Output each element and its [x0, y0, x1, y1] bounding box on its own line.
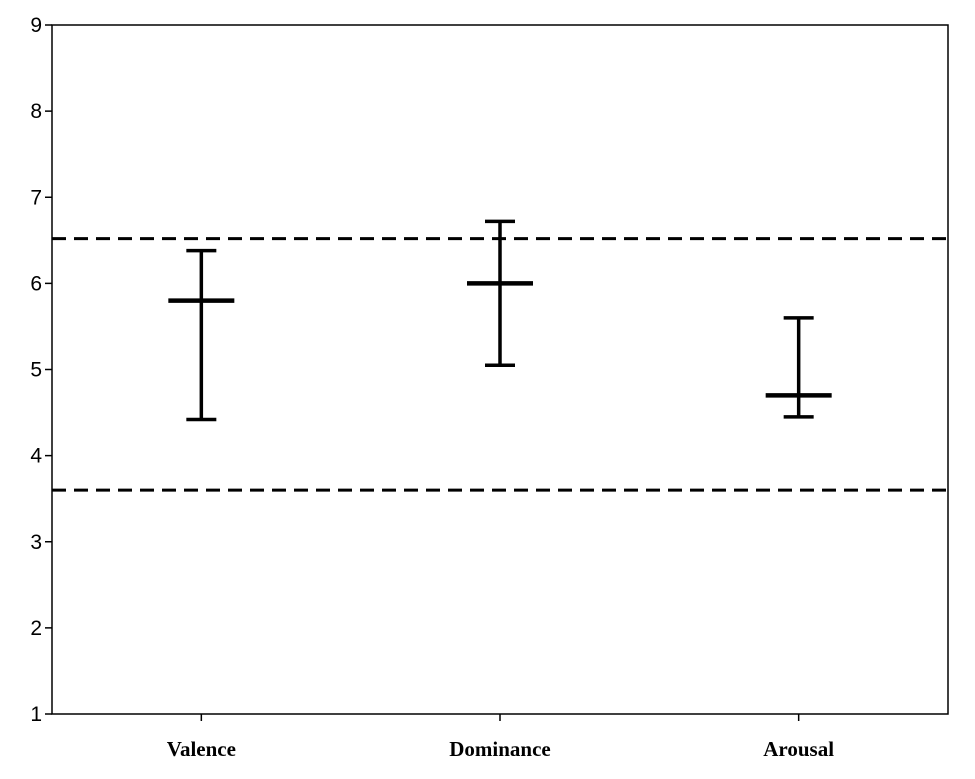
error-bars [168, 219, 832, 422]
error-bar [467, 219, 533, 367]
x-tick-label: Dominance [449, 737, 551, 761]
y-tick-label: 3 [30, 531, 42, 554]
error-bar [765, 316, 832, 419]
y-tick-label: 6 [30, 272, 42, 295]
y-tick-label: 8 [30, 100, 42, 123]
x-tick-label: Arousal [763, 737, 834, 761]
y-tick-label: 4 [30, 445, 42, 468]
y-tick-label: 7 [30, 186, 42, 209]
y-tick-label: 2 [30, 617, 42, 640]
y-tick-label: 1 [30, 703, 42, 726]
y-tick-label: 5 [30, 359, 42, 382]
y-axis: 1 2 3 4 5 6 7 8 9 [30, 14, 52, 726]
x-tick-label: Valence [167, 737, 236, 761]
plot-frame [51, 24, 949, 715]
x-axis: Valence Dominance Arousal [167, 714, 834, 761]
error-bar [168, 248, 235, 422]
y-tick-label: 9 [30, 14, 42, 37]
